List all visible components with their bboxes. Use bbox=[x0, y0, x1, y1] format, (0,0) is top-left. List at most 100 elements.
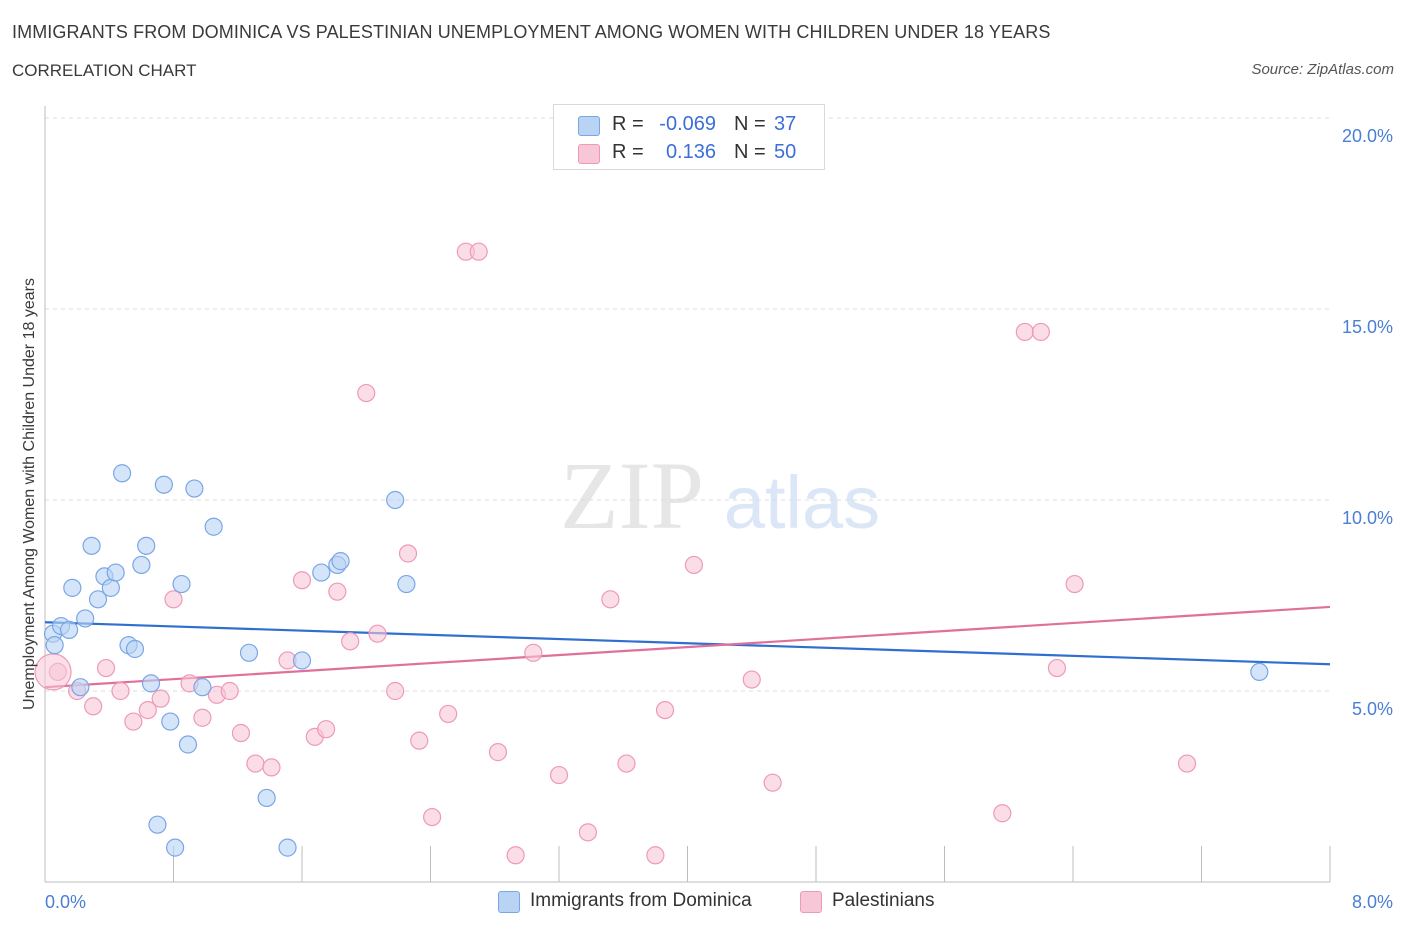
legend-label-palestinians: Palestinians bbox=[832, 890, 935, 911]
palestinian-point-19 bbox=[316, 720, 336, 739]
palestinian-point-35 bbox=[578, 823, 598, 842]
palestinian-point-21 bbox=[341, 632, 360, 651]
palestinian-point-25 bbox=[398, 544, 418, 563]
dominica-point-30 bbox=[292, 651, 312, 670]
y-tick-label-3: 20.0% bbox=[1342, 126, 1393, 146]
dominica-point-10 bbox=[101, 578, 120, 597]
y-tick-labels: 5.0% 10.0% 15.0% 20.0% bbox=[1342, 126, 1393, 719]
n-value: 37 bbox=[774, 113, 797, 135]
watermark: ZIP atlas bbox=[560, 442, 880, 549]
dominica-point-4 bbox=[63, 578, 82, 597]
palestinian-point-41 bbox=[742, 670, 761, 689]
palestinian-point-5 bbox=[124, 712, 143, 731]
dominica-point-17 bbox=[141, 674, 161, 693]
dominica-point-14 bbox=[125, 639, 145, 659]
axes bbox=[44, 106, 1331, 883]
dominica-point-6 bbox=[76, 609, 95, 628]
palestinian-point-20 bbox=[328, 582, 347, 601]
legend-label-dominica: Immigrants from Dominica bbox=[530, 890, 752, 911]
palestinian-point-8 bbox=[164, 590, 183, 609]
dominica-point-27 bbox=[239, 643, 259, 662]
dominica-point-29 bbox=[278, 838, 297, 857]
y-axis-title: Unemployment Among Women with Children U… bbox=[21, 278, 38, 710]
dominica-point-3 bbox=[59, 620, 79, 639]
palestinian-point-26 bbox=[410, 731, 429, 750]
dominica-point-31 bbox=[312, 563, 331, 582]
dominica-point-12 bbox=[112, 464, 132, 483]
dominica-point-19 bbox=[154, 475, 173, 494]
x-tick-label-1: 8.0% bbox=[1352, 892, 1393, 912]
palestinian-point-4 bbox=[111, 681, 130, 701]
x-tick-labels: 0.0% 8.0% bbox=[45, 892, 1393, 912]
palestinian-point-34 bbox=[549, 765, 569, 785]
n-label: N = bbox=[734, 113, 766, 135]
palestinian-point-44 bbox=[1015, 322, 1034, 342]
watermark-zip: ZIP bbox=[560, 442, 704, 549]
palestinian-trendline bbox=[44, 605, 1331, 689]
palestinian-point-36 bbox=[601, 590, 620, 609]
palestinian-point-42 bbox=[763, 773, 782, 792]
swatch-dominica bbox=[578, 116, 600, 136]
palestinian-point-17 bbox=[292, 571, 312, 590]
palestinian-point-24 bbox=[386, 681, 405, 701]
gridlines bbox=[45, 117, 1330, 692]
r-value: -0.069 bbox=[659, 113, 716, 135]
palestinian-point-30 bbox=[469, 242, 488, 261]
dominica-point-18 bbox=[148, 815, 167, 834]
palestinian-point-28 bbox=[439, 704, 458, 724]
palestinian-point-45 bbox=[1031, 322, 1050, 342]
palestinian-point-13 bbox=[231, 723, 251, 743]
dominica-point-16 bbox=[137, 536, 156, 555]
dominica-point-1 bbox=[45, 636, 64, 655]
r-label: R = bbox=[612, 113, 644, 135]
n-label: N = bbox=[734, 141, 766, 163]
palestinian-point-6 bbox=[138, 700, 157, 720]
palestinian-point-40 bbox=[684, 555, 704, 575]
dominica-point-21 bbox=[166, 838, 185, 857]
chart-title: IMMIGRANTS FROM DOMINICA VS PALESTINIAN … bbox=[12, 22, 1051, 42]
palestinian-point-46 bbox=[1047, 658, 1067, 678]
y-tick-label-2: 15.0% bbox=[1342, 317, 1393, 337]
swatch-palestinians bbox=[578, 144, 600, 164]
y-tick-label-1: 10.0% bbox=[1342, 508, 1393, 528]
chart-subtitle: CORRELATION CHART bbox=[12, 61, 197, 80]
palestinian-point-15 bbox=[262, 758, 281, 777]
palestinian-point-10 bbox=[193, 708, 212, 727]
data-points bbox=[34, 242, 1269, 865]
dominica-point-7 bbox=[82, 536, 101, 555]
palestinian-point-32 bbox=[506, 846, 525, 865]
palestinian-point-39 bbox=[655, 700, 675, 720]
source-credit: Source: ZipAtlas.com bbox=[1251, 61, 1394, 78]
r-value: 0.136 bbox=[665, 141, 716, 163]
legend-swatch-dominica bbox=[498, 891, 520, 913]
r-label: R = bbox=[612, 141, 644, 163]
palestinian-point-49 bbox=[34, 653, 72, 691]
palestinian-point-31 bbox=[488, 743, 508, 762]
palestinian-point-43 bbox=[993, 804, 1012, 823]
watermark-atlas: atlas bbox=[724, 461, 880, 544]
dominica-point-8 bbox=[88, 590, 108, 609]
palestinian-point-23 bbox=[368, 624, 387, 643]
legend-swatch-palestinians bbox=[800, 891, 822, 913]
n-value: 50 bbox=[774, 141, 797, 163]
dominica-point-34 bbox=[386, 490, 405, 510]
palestinian-point-2 bbox=[84, 697, 103, 716]
stats-legend: R = -0.069 N = 37 R = 0.136 N = 50 bbox=[553, 104, 825, 170]
dominica-point-15 bbox=[132, 555, 151, 575]
dominica-point-24 bbox=[185, 479, 204, 498]
dominica-point-28 bbox=[257, 788, 276, 808]
palestinian-point-48 bbox=[1177, 754, 1197, 773]
x-tick-label-0: 0.0% bbox=[45, 892, 86, 912]
palestinian-point-38 bbox=[646, 846, 665, 865]
dominica-point-11 bbox=[106, 563, 125, 582]
dominica-trendline bbox=[44, 621, 1331, 666]
trendlines bbox=[44, 605, 1331, 689]
palestinian-point-22 bbox=[357, 383, 376, 403]
dominica-point-20 bbox=[161, 712, 180, 731]
palestinian-point-12 bbox=[220, 681, 239, 701]
dominica-point-25 bbox=[193, 678, 212, 697]
palestinian-point-3 bbox=[96, 658, 116, 678]
dominica-point-26 bbox=[204, 517, 223, 536]
palestinian-point-7 bbox=[151, 689, 170, 708]
